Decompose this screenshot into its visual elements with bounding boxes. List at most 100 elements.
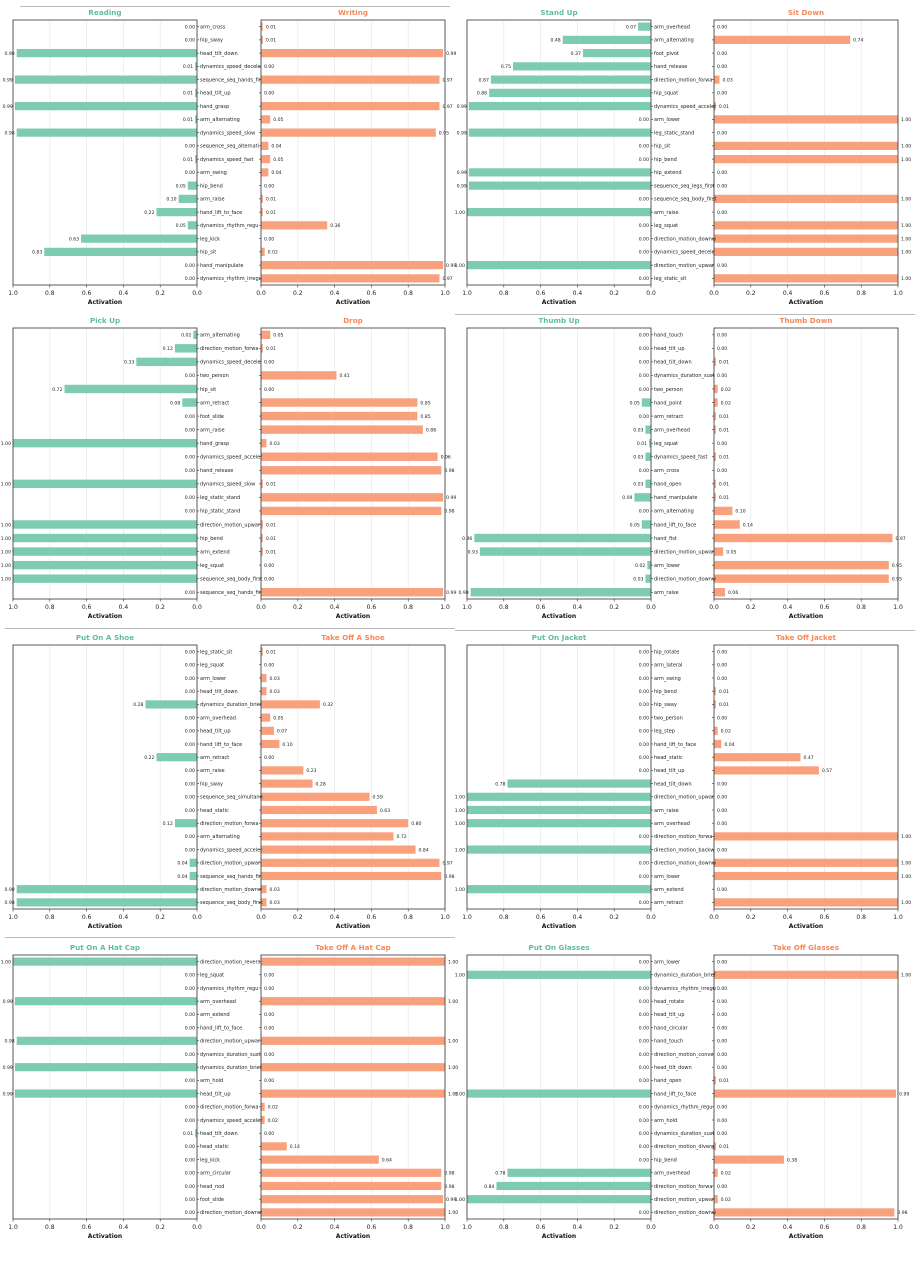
right-axes-frame [713,954,899,1220]
category-label: hip_bend [654,157,677,163]
x-tick-label: 0.2 [746,1224,756,1231]
left-bar-value-label: 0.00 [639,346,649,352]
left-bar-value-label: 0.00 [185,1105,195,1111]
right-bar-value-label: 0.02 [721,1197,731,1203]
category-label: hand_fist [654,536,677,542]
left-bar [195,62,197,71]
left-bar-value-label: 0.72 [52,387,62,393]
category-label: leg_squat [200,973,224,979]
right-bar-value-label: 0.01 [719,689,729,695]
right-bar-value-label: 0.95 [439,130,449,136]
left-bar-value-label: 0.00 [185,676,195,682]
category-label: arm_alternating [654,38,694,44]
category-label: arm_overhead [200,715,236,721]
right-bar-value-label: 0.00 [717,1012,727,1018]
category-label: dynamics_duration_brief [654,973,716,979]
left-bar-value-label: 0.00 [639,676,649,682]
category-label: sequence_seq_body_first [200,900,263,906]
category-label: dynamics_rhythm_regu [200,986,258,992]
left-bar [16,49,198,58]
category-label: arm_raise [654,590,679,596]
left-bar [13,533,197,543]
left-bar-value-label: 0.98 [4,51,14,57]
left-bar-value-label: 1.00 [1,441,11,447]
right-bar [714,547,724,556]
left-axes-frame [12,954,198,1220]
category-label: head_static [654,755,683,761]
category-label: arm_raise [200,768,225,774]
x-tick-label: 1.0 [8,290,18,297]
right-bar [261,411,418,421]
category-label: direction_motion_backw [654,847,714,853]
left-bar-value-label: 0.00 [185,689,195,695]
category-label: arm_overhead [654,821,690,827]
category-label: hip_bend [200,536,223,542]
x-tick-label: 0.2 [293,290,303,297]
left-bar-value-label: 0.00 [185,1171,195,1177]
x-axis-label: Activation [789,923,823,930]
left-bar-value-label: 0.01 [183,117,193,123]
left-bar-value-label: 0.33 [124,360,134,366]
right-bar-value-label: 0.00 [264,986,274,992]
category-label: arm_cross [200,24,226,30]
right-bar [261,75,440,84]
left-bar-value-label: 0.09 [622,495,632,501]
left-bar-value-label: 1.00 [1,563,11,569]
x-tick-label: 1.0 [8,914,18,921]
right-axes-frame [260,644,446,910]
category-label: leg_squat [654,441,678,447]
right-bar-value-label: 1.00 [448,1091,458,1097]
category-label: arm_alternating [654,509,694,515]
left-bar [489,88,651,97]
right-bar-value-label: 0.01 [266,549,276,555]
left-bar-value-label: 1.00 [455,210,465,216]
left-bar [641,398,651,407]
category-label: arm_retract [200,400,229,406]
left-bar-value-label: 0.00 [639,755,649,761]
left-bar-value-label: 0.00 [185,1157,195,1163]
right-bar [261,1168,442,1177]
category-label: arm_lower [654,874,681,880]
right-bar [714,357,716,367]
right-bar-value-label: 1.00 [901,117,911,123]
x-tick-label: 0.4 [119,914,129,921]
right-bar [261,713,271,722]
category-label: arm_hold [200,1078,223,1084]
right-bar-value-label: 0.00 [264,973,274,979]
left-bar [174,344,197,353]
right-bar-value-label: 0.01 [266,346,276,352]
x-tick-label: 1.0 [893,604,903,611]
right-bar-value-label: 0.84 [419,847,429,853]
right-bar-value-label: 1.00 [901,144,911,150]
right-bar-value-label: 0.00 [717,1025,727,1031]
left-bar [81,234,197,243]
category-label: dynamics_speed_slow [200,130,255,136]
right-bar [261,1036,445,1045]
x-tick-label: 0.0 [192,604,202,611]
x-tick-label: 0.8 [403,290,413,297]
left-bar-value-label: 0.08 [170,400,180,406]
right-bar [261,871,442,881]
category-label: hand_point [654,400,682,406]
x-tick-label: 0.2 [609,914,619,921]
x-tick-label: 0.6 [820,604,830,611]
left-bar-value-label: 0.00 [639,1025,649,1031]
left-bar-value-label: 0.00 [639,742,649,748]
x-tick-label: 0.4 [783,604,793,611]
right-bar-value-label: 0.01 [719,104,729,110]
right-bar-value-label: 0.88 [426,427,436,433]
right-bar-value-label: 0.00 [717,649,727,655]
right-bar [714,35,851,44]
right-bar [261,452,438,461]
right-bar [261,330,271,339]
left-bar [562,35,651,44]
left-bar-value-label: 0.03 [633,455,643,461]
left-bar [474,533,651,543]
left-bar-value-label: 0.00 [639,1210,649,1216]
right-bar [261,493,444,502]
right-bar-value-label: 0.97 [895,536,905,542]
category-label: direction_motion_downw [200,1210,262,1216]
right-bar-value-label: 0.00 [717,715,727,721]
left-bar [195,1129,197,1138]
right-panel-title: Sit Down [788,8,824,17]
